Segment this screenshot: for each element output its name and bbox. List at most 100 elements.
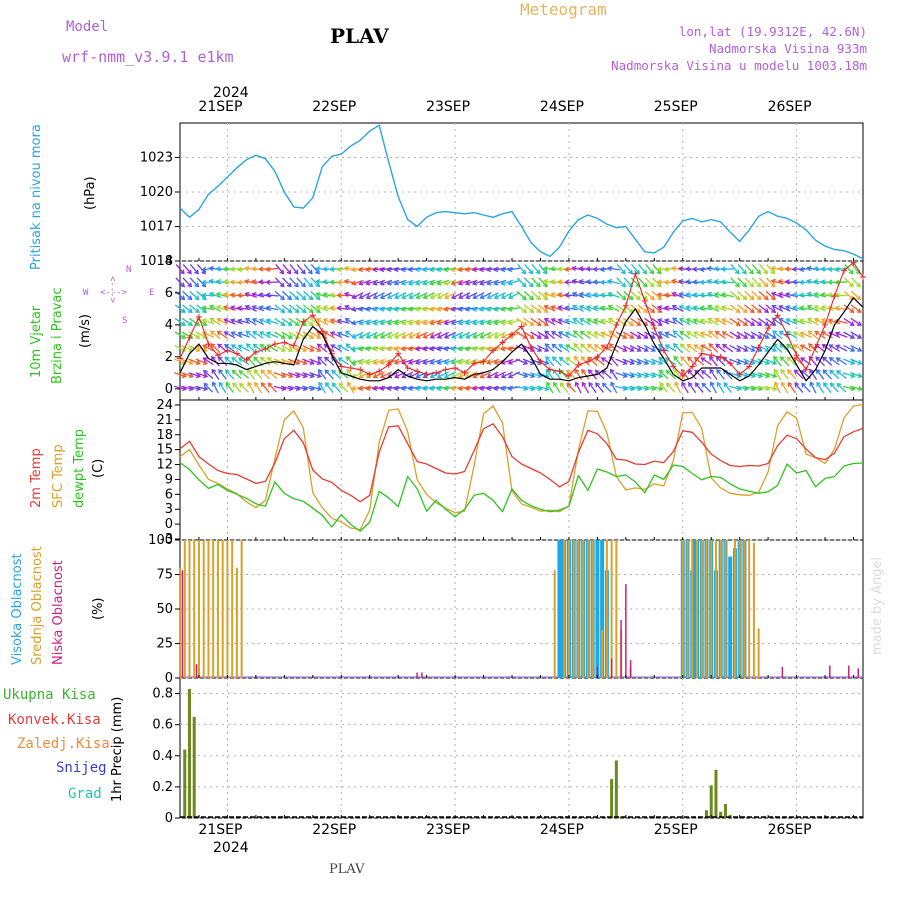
wind-arrow xyxy=(522,372,535,378)
wind-arrow xyxy=(736,331,748,339)
wind-arrow-head xyxy=(850,372,856,379)
wind-speed-line xyxy=(179,297,864,382)
wind-arrow xyxy=(232,370,242,380)
cloud-bar xyxy=(231,540,234,678)
wind-arrow-head xyxy=(365,359,371,365)
wind-arrow-head xyxy=(485,385,492,391)
wind-arrow xyxy=(615,344,627,352)
wind-arrow-head xyxy=(793,369,799,375)
wind-arrow xyxy=(316,305,329,312)
wind-arrow xyxy=(359,371,371,378)
wind-arrow xyxy=(182,290,193,300)
wind-arrow xyxy=(538,277,548,287)
wind-arrow-head xyxy=(771,321,777,326)
wind-arrow xyxy=(849,372,862,378)
wind-arrow-head xyxy=(850,360,856,366)
wind-arrow-head xyxy=(699,318,705,324)
wind-arrow-head xyxy=(610,368,615,374)
wind-arrow-head xyxy=(834,279,840,286)
wind-arrow xyxy=(537,317,549,326)
wind-arrow-head xyxy=(338,382,344,388)
wind-arrow-head xyxy=(592,266,598,272)
wind-arrow-head xyxy=(485,306,492,312)
wind-arrow-head xyxy=(599,318,606,324)
wind-arrow xyxy=(588,382,597,394)
wind-arrow-head xyxy=(357,306,364,312)
wind-arrow-head xyxy=(415,373,421,379)
wind-arrow xyxy=(318,369,327,380)
precip-panel-frame xyxy=(179,677,864,819)
wind-arrow-head xyxy=(694,369,700,375)
wind-arrow xyxy=(437,331,449,339)
wind-arrow-head xyxy=(443,359,449,365)
wind-arrow-head xyxy=(656,305,663,311)
wind-arrow xyxy=(218,382,227,394)
wind-gust-marker xyxy=(290,342,297,349)
wind-arrow-head xyxy=(536,334,542,339)
wind-arrow-head xyxy=(772,385,778,392)
wind-arrow xyxy=(580,330,591,340)
wind-arrow xyxy=(822,369,832,380)
wind-arrow-head xyxy=(309,321,315,326)
wind-arrow-head xyxy=(458,333,464,339)
wind-arrow xyxy=(266,332,279,338)
wind-arrow-head xyxy=(543,321,549,326)
wind-arrow xyxy=(545,343,555,353)
wind-arrow xyxy=(822,356,833,366)
wind-arrow-head xyxy=(757,334,763,339)
wind-arrow-head xyxy=(208,278,214,285)
wind-arrow-head xyxy=(557,331,563,336)
wind-gust-marker xyxy=(480,358,487,365)
wind-arrow-head xyxy=(429,306,435,312)
wind-arrow-head xyxy=(798,292,804,298)
wind-gust-marker xyxy=(527,344,534,351)
wind-arrow-head xyxy=(308,282,314,288)
wind-arrow xyxy=(274,277,285,287)
wind-arrow-head xyxy=(550,331,557,336)
wind-arrow xyxy=(544,330,556,340)
wind-arrow xyxy=(189,263,199,275)
wind-arrow-head xyxy=(706,265,712,272)
cloud-bar xyxy=(181,570,184,678)
wind-arrow xyxy=(537,344,549,352)
watermark: made by Angel xyxy=(870,556,885,655)
wind-arrow xyxy=(714,305,727,312)
wind-arrow-head xyxy=(756,295,762,301)
wind-arrow xyxy=(729,344,741,352)
wind-arrow xyxy=(565,332,578,338)
wind-arrow xyxy=(266,294,279,297)
wind-arrow-head xyxy=(857,360,863,366)
wind-arrow xyxy=(252,280,265,284)
wind-arrow xyxy=(188,372,201,378)
wind-arrow xyxy=(629,372,642,378)
wind-arrow xyxy=(808,343,818,353)
model-elevation-text: Nadmorska Visina u modelu 1003.18m xyxy=(611,58,867,73)
wind-arrow xyxy=(238,294,251,297)
wind-gust-marker xyxy=(300,318,307,325)
compass-w-label: W xyxy=(83,288,89,298)
wind-arrow-head xyxy=(316,360,322,366)
wind-arrow xyxy=(836,357,848,366)
wind-arrow-head xyxy=(316,321,322,326)
wind-arrow-head xyxy=(521,295,527,301)
cloud-bar xyxy=(681,540,684,678)
wind-arrow-head xyxy=(237,331,243,337)
wind-arrow-head xyxy=(708,343,714,349)
wind-arrow-head xyxy=(486,333,492,339)
day-label-top: 26SEP xyxy=(767,99,812,115)
wind-arrow-head xyxy=(471,385,477,391)
wind-arrow-head xyxy=(665,369,671,375)
wind-arrow xyxy=(516,317,527,326)
wind-arrow xyxy=(688,382,697,394)
wind-arrow xyxy=(829,370,840,380)
wind-arrow xyxy=(673,330,684,340)
wind-gust-marker xyxy=(537,358,544,365)
wind-arrow-head xyxy=(287,308,293,314)
wind-arrow-head xyxy=(713,291,719,298)
wind-arrow xyxy=(652,263,662,275)
wind-arrow-head xyxy=(780,368,786,374)
wind-arrow xyxy=(807,318,819,326)
cloud-bar xyxy=(733,540,736,678)
wind-arrow xyxy=(758,277,769,287)
wind-arrow-head xyxy=(279,269,285,275)
